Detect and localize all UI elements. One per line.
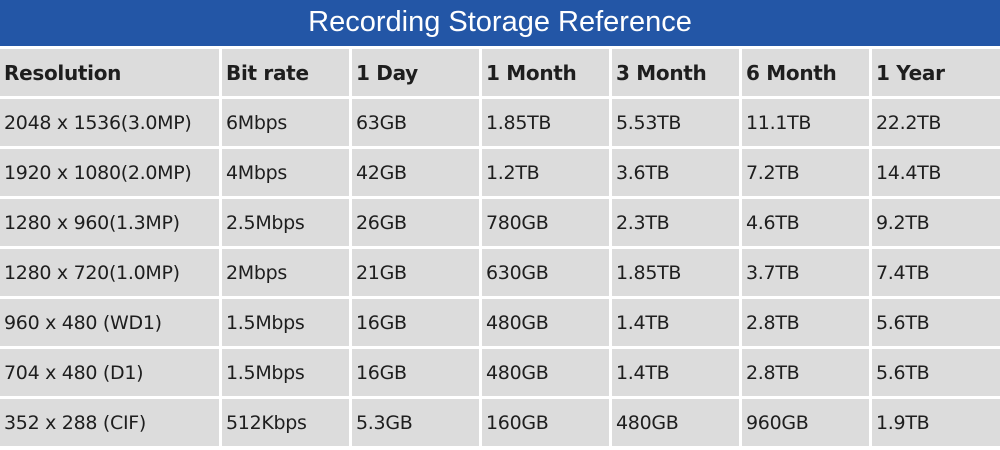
table-cell: 480GB — [482, 299, 609, 346]
table-cell: 14.4TB — [872, 149, 1000, 196]
table-cell: 42GB — [352, 149, 479, 196]
table-cell: 480GB — [482, 349, 609, 396]
table-cell: 160GB — [482, 399, 609, 446]
table-cell: 3.6TB — [612, 149, 739, 196]
table-cell: 9.2TB — [872, 199, 1000, 246]
table-cell: 2.8TB — [742, 349, 869, 396]
table-row: 960 x 480 (WD1) 1.5Mbps 16GB 480GB 1.4TB 2.8T… — [0, 299, 1000, 346]
table-row: 2048 x 1536(3.0MP) 6Mbps 63GB 1.85TB 5.53TB 1… — [0, 99, 1000, 146]
column-header: 1 Day — [352, 49, 479, 96]
table-cell: 2.5Mbps — [222, 199, 349, 246]
table-cell: 11.1TB — [742, 99, 869, 146]
table-cell: 7.2TB — [742, 149, 869, 196]
table-cell: 5.3GB — [352, 399, 479, 446]
table-cell: 704 x 480 (D1) — [0, 349, 219, 396]
table-cell: 1280 x 720(1.0MP) — [0, 249, 219, 296]
table-cell: 1.9TB — [872, 399, 1000, 446]
table-cell: 352 x 288 (CIF) — [0, 399, 219, 446]
table-cell: 26GB — [352, 199, 479, 246]
table-title: Recording Storage Reference — [0, 0, 1000, 49]
table-cell: 960 x 480 (WD1) — [0, 299, 219, 346]
table-cell: 2.3TB — [612, 199, 739, 246]
table-cell: 22.2TB — [872, 99, 1000, 146]
table-cell: 6Mbps — [222, 99, 349, 146]
table-cell: 5.53TB — [612, 99, 739, 146]
table-cell: 512Kbps — [222, 399, 349, 446]
table-cell: 1920 x 1080(2.0MP) — [0, 149, 219, 196]
table-cell: 5.6TB — [872, 349, 1000, 396]
table-cell: 960GB — [742, 399, 869, 446]
table-cell: 2Mbps — [222, 249, 349, 296]
table-cell: 1.4TB — [612, 299, 739, 346]
column-header: 3 Month — [612, 49, 739, 96]
table-row: 1280 x 720(1.0MP) 2Mbps 21GB 630GB 1.85TB 3.7… — [0, 249, 1000, 296]
column-header: 6 Month — [742, 49, 869, 96]
table-cell: 63GB — [352, 99, 479, 146]
table-cell: 2048 x 1536(3.0MP) — [0, 99, 219, 146]
table-cell: 480GB — [612, 399, 739, 446]
table-cell: 1.4TB — [612, 349, 739, 396]
header-row: Resolution Bit rate 1 Day 1 Month 3 Month 6 M… — [0, 49, 1000, 96]
table-row: 352 x 288 (CIF) 512Kbps 5.3GB 160GB 480GB 960… — [0, 399, 1000, 446]
table-cell: 1.5Mbps — [222, 349, 349, 396]
table-cell: 5.6TB — [872, 299, 1000, 346]
table-row: 1920 x 1080(2.0MP) 4Mbps 42GB 1.2TB 3.6TB 7.2… — [0, 149, 1000, 196]
column-header: Resolution — [0, 49, 219, 96]
table-row: 704 x 480 (D1) 1.5Mbps 16GB 480GB 1.4TB 2.8TB… — [0, 349, 1000, 396]
table-cell: 1280 x 960(1.3MP) — [0, 199, 219, 246]
table-cell: 16GB — [352, 349, 479, 396]
table-cell: 1.85TB — [612, 249, 739, 296]
table-cell: 4.6TB — [742, 199, 869, 246]
table-row: 1280 x 960(1.3MP) 2.5Mbps 26GB 780GB 2.3TB 4.… — [0, 199, 1000, 246]
table-cell: 1.85TB — [482, 99, 609, 146]
table-cell: 1.5Mbps — [222, 299, 349, 346]
table-cell: 3.7TB — [742, 249, 869, 296]
table-cell: 16GB — [352, 299, 479, 346]
table-cell: 780GB — [482, 199, 609, 246]
column-header: Bit rate — [222, 49, 349, 96]
table-cell: 2.8TB — [742, 299, 869, 346]
table-cell: 7.4TB — [872, 249, 1000, 296]
table-cell: 1.2TB — [482, 149, 609, 196]
column-header: 1 Year — [872, 49, 1000, 96]
table-cell: 21GB — [352, 249, 479, 296]
table-cell: 630GB — [482, 249, 609, 296]
column-header: 1 Month — [482, 49, 609, 96]
table-cell: 4Mbps — [222, 149, 349, 196]
storage-table: Resolution Bit rate 1 Day 1 Month 3 Month 6 M… — [0, 46, 1000, 449]
